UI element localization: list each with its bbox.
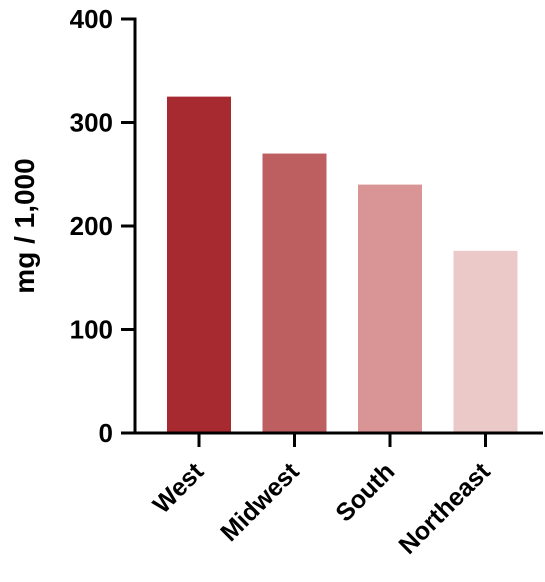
x-tick-label-midwest: Midwest [215, 457, 305, 547]
x-tick-label-south: South [330, 457, 400, 527]
bar-south [358, 184, 422, 433]
bars [167, 96, 518, 434]
x-tick-label-west: West [148, 457, 210, 519]
y-tick-label: 400 [70, 4, 113, 34]
y-axis-title: mg / 1,000 [9, 158, 40, 293]
bar-midwest [262, 153, 327, 434]
y-tick-label: 300 [70, 108, 113, 138]
y-tick-label: 100 [70, 315, 113, 345]
y-tick-label: 0 [99, 418, 113, 448]
bar-northeast [453, 250, 518, 433]
y-axis-ticks: 0 100 200 300 400 [70, 4, 135, 448]
y-tick-label: 200 [70, 211, 113, 241]
x-tick-label-northeast: Northeast [393, 457, 496, 560]
bar-west [167, 96, 231, 433]
